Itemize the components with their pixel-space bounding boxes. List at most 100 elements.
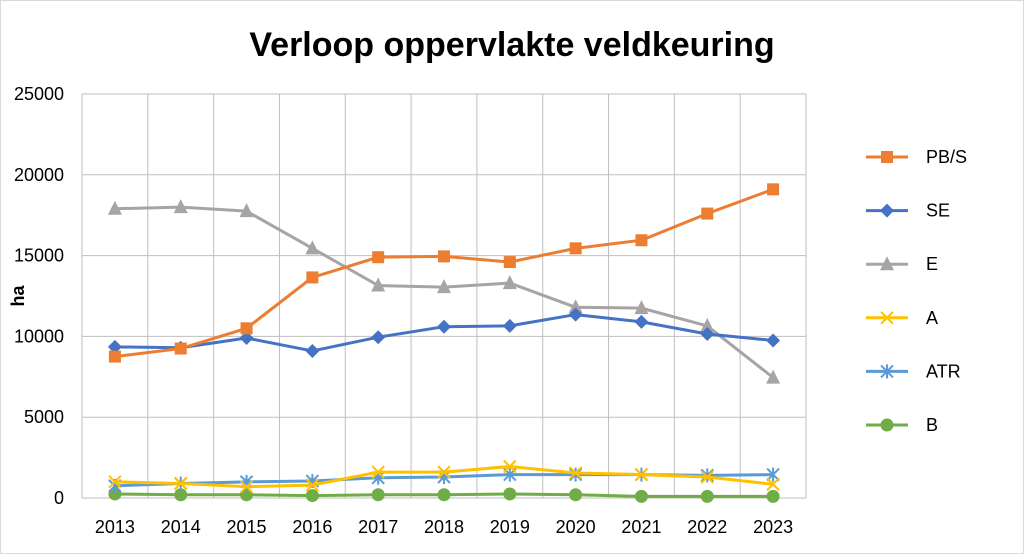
data-point-pb-s [438,250,450,263]
data-point-b [371,488,385,502]
data-point-a [437,465,451,479]
data-point-a [700,470,714,484]
data-point-se [371,330,386,345]
x-tick-label: 2015 [227,517,267,537]
data-point-b [174,488,188,502]
data-point-a [371,465,385,479]
data-point-se [502,318,517,333]
data-point-a [305,478,320,492]
data-point-se [239,331,254,346]
data-point-e [305,240,320,255]
data-point-se [305,343,320,358]
legend-marker [880,311,894,325]
data-point-e [371,277,386,292]
legend-marker [880,256,894,271]
data-point-a [568,466,583,480]
data-point-pb-s [174,342,187,355]
data-point-pb-s [372,251,385,264]
legend-label: E [926,254,938,274]
data-point-a [174,476,188,491]
data-point-a [503,459,517,474]
x-tick-label: 2023 [753,517,793,537]
data-point-pb-s [701,207,714,220]
data-point-e [634,300,649,315]
data-point-se [700,326,715,341]
legend-marker [880,418,894,432]
x-tick-labels: 2013 2014 2015 2016 2017 2018 2019 2020 2021 2022… [95,517,793,537]
y-tick-label: 20000 [14,165,64,185]
data-point-e [437,279,451,294]
data-point-a [766,477,780,491]
legend-label: ATR [926,361,961,381]
y-tick-label: 5000 [24,407,64,427]
x-tick-label: 2013 [95,517,135,537]
x-tick-label: 2018 [424,517,464,537]
x-tick-label: 2020 [556,517,596,537]
data-point-e [107,200,122,215]
x-tick-label: 2019 [490,517,530,537]
y-tick-label: 0 [54,488,64,508]
data-point-pb-s [306,271,319,284]
data-point-e [239,203,254,218]
y-tick-label: 15000 [14,246,64,266]
legend-marker [880,364,894,379]
data-point-e [700,317,715,332]
data-point-b [766,489,780,503]
legend-marker [880,203,894,218]
legend: PB/S SE E A ATR B [866,147,967,435]
data-point-b [305,489,319,503]
legend-item-se: SE [866,201,950,221]
data-point-a [634,467,649,482]
data-point-pb-s [767,183,780,196]
series-a [108,459,780,494]
data-point-a [108,475,122,489]
legend-label: A [926,308,938,328]
data-point-e [766,369,781,384]
grid-lines [81,93,807,499]
legend-marker [881,151,893,163]
data-point-b [634,489,648,503]
data-point-b [503,487,517,501]
x-tick-label: 2014 [161,517,201,537]
data-point-pb-s [240,322,253,335]
legend-label: B [926,415,938,435]
legend-item-b: B [866,415,938,435]
x-tick-label: 2016 [292,517,332,537]
x-tick-label: 2021 [621,517,661,537]
data-point-b [569,488,583,502]
data-point-e [502,275,517,290]
series-group [107,183,781,503]
chart-title: Verloop oppervlakte veldkeuring [249,26,774,64]
legend-item-e: E [866,254,938,274]
data-point-pb-s [503,256,516,269]
legend-item-a: A [866,308,938,328]
data-point-se [634,314,649,329]
data-point-atr [766,467,780,482]
data-point-se [568,307,583,322]
series-se [107,307,781,358]
series-pb-s [108,183,780,363]
y-tick-labels: 0 5000 10000 15000 20000 25000 [14,84,64,508]
data-point-e [568,299,583,314]
x-tick-label: 2017 [358,517,398,537]
data-point-se [107,339,122,354]
data-point-b [437,488,451,502]
legend-item-pb-s: PB/S [866,147,967,167]
legend-item-atr: ATR [866,361,961,381]
data-point-a [239,479,254,494]
data-point-b [240,488,254,502]
data-point-pb-s [108,350,121,363]
data-point-se [766,333,781,348]
series-b [108,487,780,503]
data-point-pb-s [569,242,582,255]
data-point-e [173,199,188,214]
data-point-pb-s [635,234,648,247]
data-point-b [108,487,122,501]
x-tick-label: 2022 [687,517,727,537]
data-point-b [700,489,714,503]
series-e [107,199,781,384]
data-point-se [437,319,451,334]
y-tick-label: 25000 [14,84,64,104]
